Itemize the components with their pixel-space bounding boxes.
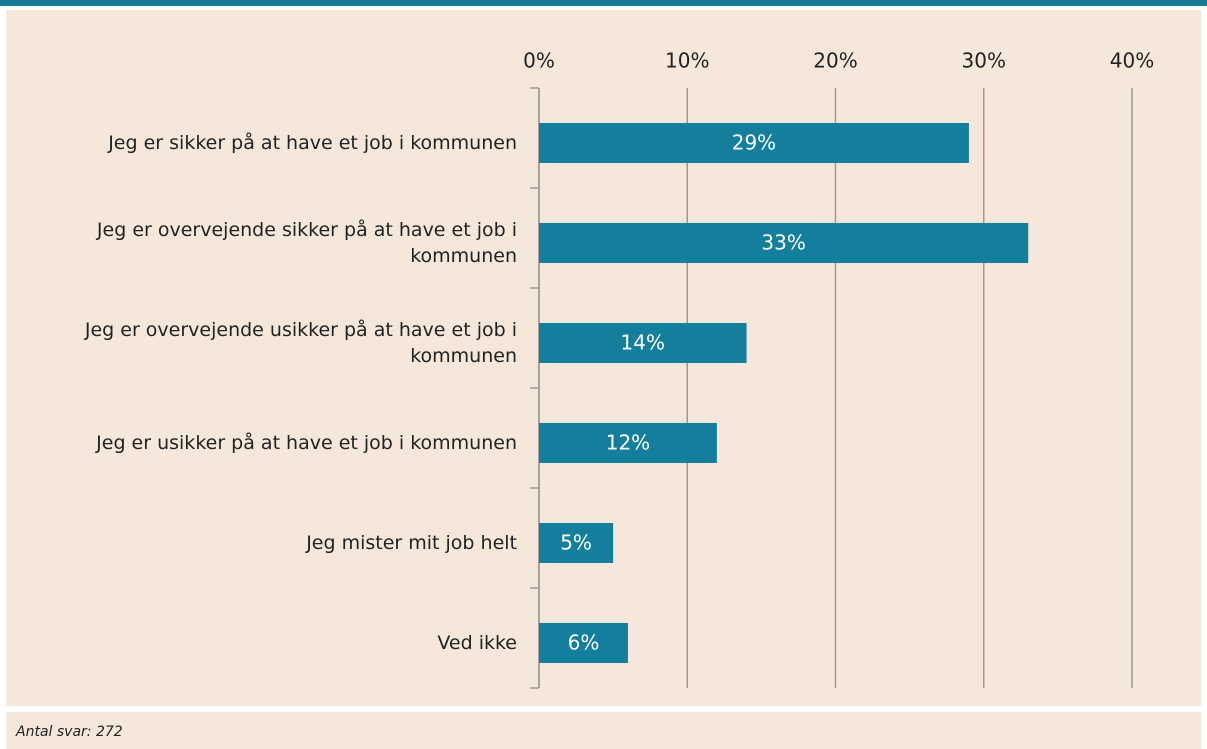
bar <box>539 223 1029 263</box>
data-label: 29% <box>732 131 776 155</box>
category-label: Jeg er overvejende sikker på at have et … <box>96 219 517 267</box>
category-label: Jeg er overvejende usikker på at have et… <box>84 319 517 367</box>
bar <box>539 423 717 463</box>
category-label: Jeg er usikker på at have et job i kommu… <box>96 432 517 454</box>
data-label: 5% <box>560 531 592 555</box>
x-tick-label: 20% <box>813 49 857 73</box>
top-bar <box>0 0 1207 6</box>
footer: Antal svar: 272 <box>6 712 1201 749</box>
data-label: 12% <box>606 431 650 455</box>
category-label: Jeg mister mit job helt <box>306 532 517 554</box>
category-label: Jeg er sikker på at have et job i kommun… <box>108 132 517 154</box>
x-tick-label: 0% <box>523 49 555 73</box>
bar <box>539 123 969 163</box>
note: Antal svar: 272 <box>16 724 123 740</box>
data-label: 6% <box>568 631 600 655</box>
bar <box>539 523 614 563</box>
bar <box>539 323 747 363</box>
bar <box>539 623 628 663</box>
data-label: 14% <box>621 331 665 355</box>
x-tick-label: 10% <box>665 49 709 73</box>
x-tick-label: 40% <box>1110 49 1154 73</box>
x-tick-label: 30% <box>962 49 1006 73</box>
data-label: 33% <box>761 231 805 255</box>
category-label: Ved ikke <box>437 632 517 654</box>
